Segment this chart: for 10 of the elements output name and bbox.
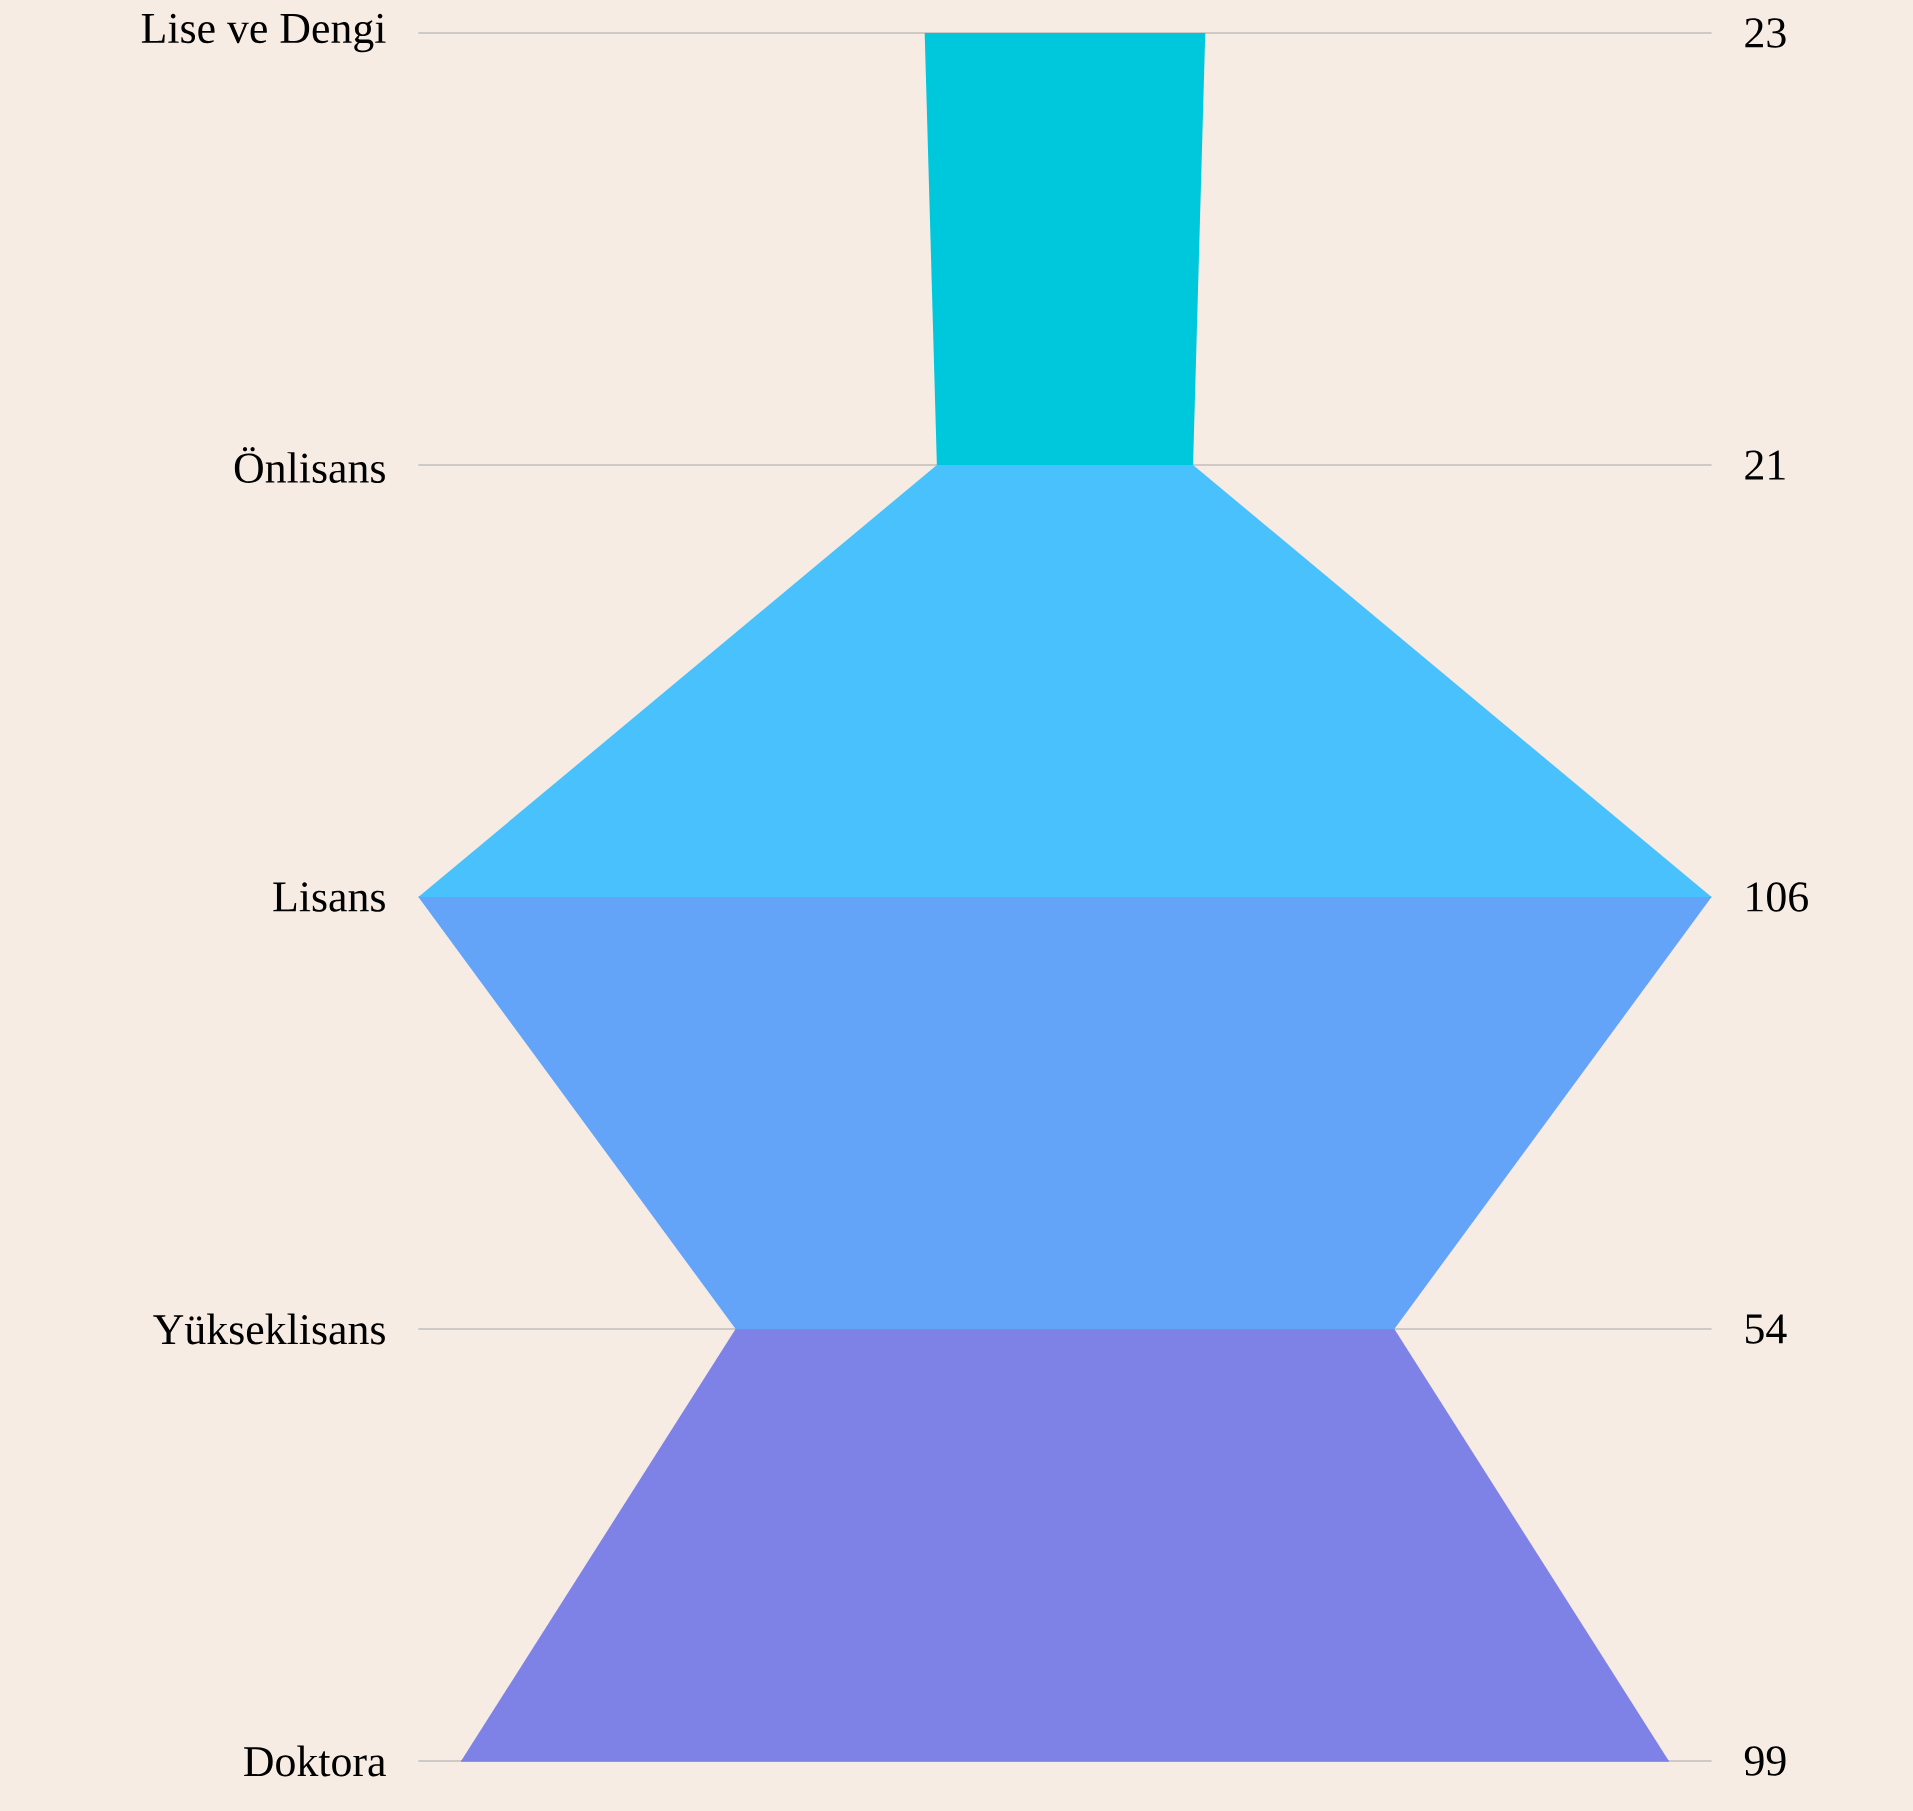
category-label: Lisans [273, 882, 385, 912]
data-label: 99 [1744, 1746, 1786, 1776]
category-label: Önlisans [234, 447, 385, 483]
data-label: 54 [1746, 1314, 1787, 1344]
category-label: Lise ve Dengi [141, 13, 386, 53]
category-label: Yükseklisans [153, 1313, 385, 1345]
data-label: 106 [1747, 882, 1808, 912]
category-label: Doktora [244, 1745, 386, 1777]
data-label: 21 [1745, 450, 1785, 480]
data-label: 23 [1745, 18, 1786, 48]
